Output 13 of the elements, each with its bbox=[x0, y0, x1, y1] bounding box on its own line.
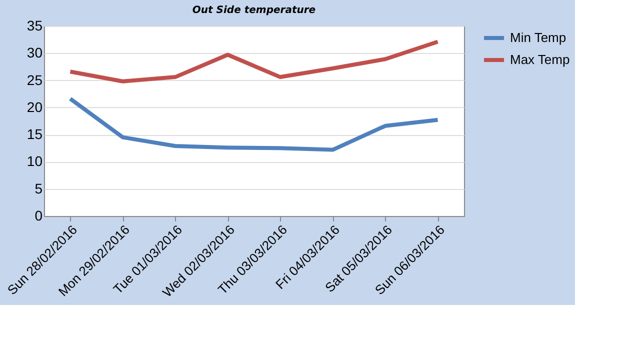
y-tick-label: 15 bbox=[26, 126, 43, 142]
y-tick-label: 10 bbox=[26, 153, 43, 170]
y-tick-label: 20 bbox=[26, 98, 43, 115]
y-tick-label: 30 bbox=[26, 44, 43, 61]
line-series bbox=[68, 40, 440, 84]
line-series bbox=[68, 96, 440, 152]
chart-title: Out Side temperature bbox=[192, 5, 316, 16]
legend-label: Max Temp bbox=[510, 52, 570, 67]
y-tick-label: 5 bbox=[34, 180, 43, 196]
legend-label: Min Temp bbox=[510, 30, 566, 45]
y-tick-label: 35 bbox=[26, 18, 43, 34]
y-tick-label: 0 bbox=[34, 208, 43, 224]
y-tick-label: 25 bbox=[26, 72, 43, 88]
